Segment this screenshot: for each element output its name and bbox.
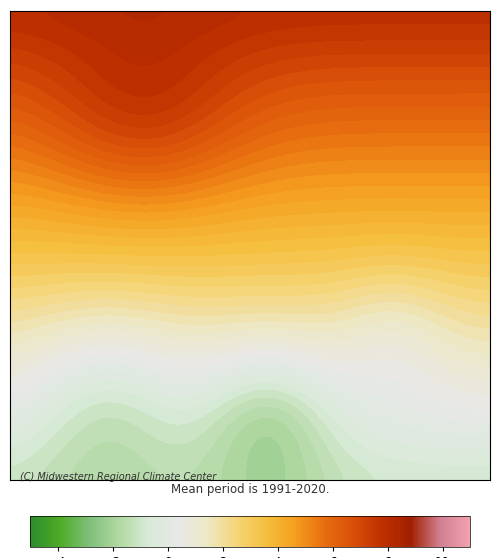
Text: (C) Midwestern Regional Climate Center: (C) Midwestern Regional Climate Center xyxy=(20,472,216,482)
Text: Mean period is 1991-2020.: Mean period is 1991-2020. xyxy=(171,483,329,496)
